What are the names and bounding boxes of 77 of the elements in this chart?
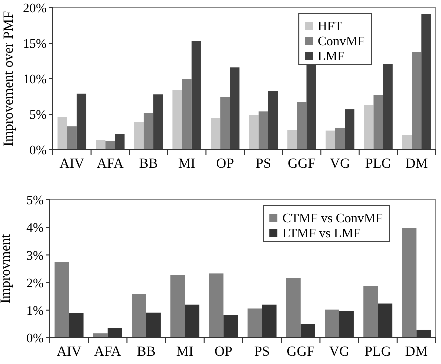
y-tick-label: 2% bbox=[26, 275, 44, 290]
x-tick-label: PLG bbox=[364, 345, 392, 360]
x-tick-label: AIV bbox=[56, 345, 82, 360]
bar bbox=[96, 140, 106, 150]
x-tick-label: PLG bbox=[365, 157, 392, 172]
bar bbox=[134, 122, 144, 150]
bar bbox=[115, 134, 125, 150]
x-tick-label: AFA bbox=[96, 157, 125, 172]
x-tick-label: BB bbox=[137, 345, 156, 360]
bar bbox=[402, 135, 412, 150]
y-tick-label: 1% bbox=[26, 302, 44, 318]
bar bbox=[132, 294, 146, 338]
y-tick-label: 5% bbox=[26, 192, 44, 208]
y-tick-label: 3% bbox=[26, 248, 44, 263]
bar bbox=[210, 118, 221, 150]
bar bbox=[268, 91, 278, 150]
bar bbox=[154, 94, 164, 150]
bar bbox=[93, 334, 108, 338]
y-tick-label: 10% bbox=[23, 72, 48, 87]
bar bbox=[76, 94, 87, 150]
bar bbox=[412, 52, 422, 150]
y-tick-label: 4% bbox=[26, 220, 44, 236]
bar bbox=[364, 286, 378, 338]
y-axis-title: Improvement over PMF bbox=[2, 11, 17, 147]
bar bbox=[58, 117, 68, 150]
bar bbox=[258, 112, 268, 150]
bar bbox=[422, 14, 432, 150]
bar bbox=[230, 68, 240, 150]
bar bbox=[170, 275, 186, 338]
x-tick-label: VG bbox=[330, 157, 350, 172]
legend-label: CTMF vs ConvMF bbox=[282, 210, 383, 226]
legend-label: ConvMF bbox=[318, 34, 366, 48]
bar bbox=[383, 64, 393, 150]
bar bbox=[325, 310, 340, 338]
bar bbox=[209, 274, 224, 338]
bar bbox=[297, 102, 307, 150]
bar bbox=[288, 130, 298, 150]
y-tick-label: 0% bbox=[30, 142, 48, 158]
y-tick-label: 5% bbox=[30, 107, 48, 122]
bar bbox=[192, 41, 202, 150]
bar bbox=[402, 228, 417, 338]
bar bbox=[374, 95, 384, 150]
x-tick-label: OP bbox=[214, 345, 233, 360]
bar bbox=[54, 262, 70, 338]
legend-label: HFT bbox=[318, 18, 343, 34]
x-tick-label: GGF bbox=[288, 157, 316, 172]
x-tick-label: AFA bbox=[94, 345, 122, 360]
x-tick-label: MI bbox=[178, 157, 196, 172]
y-tick-label: 15% bbox=[23, 36, 48, 52]
bar bbox=[286, 278, 301, 338]
bar bbox=[182, 79, 192, 150]
bar bbox=[220, 97, 230, 150]
y-axis-title: Improvment bbox=[0, 234, 14, 304]
x-tick-label: VG bbox=[329, 345, 350, 360]
x-tick-label: GGF bbox=[286, 345, 316, 360]
legend-label: LMF bbox=[318, 48, 345, 64]
x-tick-label: AIV bbox=[60, 157, 85, 172]
x-tick-label: MI bbox=[176, 345, 194, 360]
legend-label: LTMF vs LMF bbox=[282, 226, 361, 240]
x-tick-label: BB bbox=[139, 157, 158, 172]
bar bbox=[248, 308, 262, 338]
x-tick-label: PS bbox=[256, 157, 272, 172]
bar bbox=[345, 110, 355, 150]
bar bbox=[67, 126, 77, 150]
bar bbox=[172, 90, 182, 150]
bar bbox=[144, 113, 154, 150]
y-tick-label: 0% bbox=[26, 330, 44, 346]
bar bbox=[249, 115, 259, 150]
x-tick-label: OP bbox=[216, 157, 235, 172]
x-tick-label: DM bbox=[405, 345, 429, 360]
bar bbox=[364, 105, 374, 150]
bar bbox=[106, 141, 116, 150]
y-tick-label: 20% bbox=[23, 0, 48, 16]
x-tick-label: PS bbox=[254, 345, 270, 360]
bar bbox=[326, 130, 336, 150]
x-tick-label: DM bbox=[406, 157, 429, 172]
bar bbox=[335, 128, 346, 150]
